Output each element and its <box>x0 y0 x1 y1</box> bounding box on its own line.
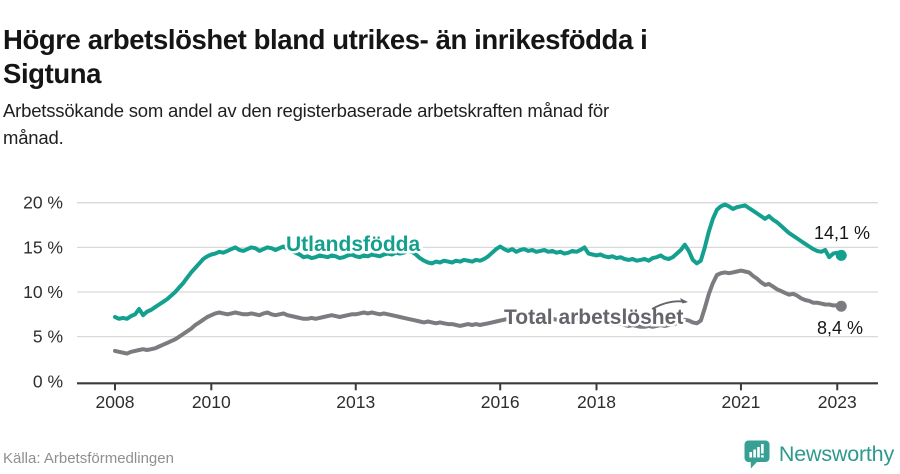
chart-subtitle: Arbetssökande som andel av den registerb… <box>3 97 763 151</box>
x-tick-label-2021: 2021 <box>721 392 760 412</box>
label-arrowhead <box>680 298 688 304</box>
newsworthy-logo: Newsworthy <box>743 439 894 470</box>
y-tick-label-10: 10 % <box>23 282 63 302</box>
x-tick-label-2023: 2023 <box>818 392 857 412</box>
bar-2 <box>753 449 756 458</box>
exclamation-dot <box>761 455 764 458</box>
series-label-1: Total arbetslöshet <box>504 306 683 329</box>
y-tick-label-20: 20 % <box>23 193 63 213</box>
series-label-0: Utlandsfödda <box>286 233 420 256</box>
series-end-label-0: 14,1 % <box>814 223 870 243</box>
source-note: Källa: Arbetsförmedlingen <box>3 450 174 467</box>
y-tick-label-15: 15 % <box>23 237 63 257</box>
series-end-dot-1 <box>835 300 847 312</box>
title-line-1: Högre arbetslöshet bland utrikes- än inr… <box>3 24 648 56</box>
subtitle-line-2: månad. <box>3 127 64 148</box>
title-line-2: Sigtuna <box>3 58 102 90</box>
subtitle-line-1: Arbetssökande som andel av den registerb… <box>3 100 609 121</box>
x-tick-label-2013: 2013 <box>336 392 375 412</box>
series-end-label-1: 8,4 % <box>817 318 863 338</box>
x-tick-label-2018: 2018 <box>577 392 616 412</box>
exclamation-bar <box>761 444 764 454</box>
bar-1 <box>749 452 752 458</box>
x-tick-label-2016: 2016 <box>481 392 520 412</box>
series-end-dot-0 <box>835 249 847 261</box>
bar-3 <box>757 447 760 458</box>
y-tick-label-0: 0 % <box>33 371 63 391</box>
page-title: Högre arbetslöshet bland utrikes- än inr… <box>3 23 883 91</box>
chart-plot: 0 % 5 % 10 % 15 % 20 % 2008 2010 2013 2016 2018 20… <box>23 193 878 412</box>
series-line-0 <box>113 202 844 321</box>
x-tick-label-2008: 2008 <box>96 392 135 412</box>
series-line-1 <box>113 268 844 356</box>
y-tick-label-5: 5 % <box>33 327 63 347</box>
newsworthy-speech-bubble-bar-chart-icon <box>744 440 770 469</box>
x-tick-label-2010: 2010 <box>192 392 231 412</box>
brand-name: Newsworthy <box>778 442 894 466</box>
speech-bubble-shape <box>744 440 770 469</box>
